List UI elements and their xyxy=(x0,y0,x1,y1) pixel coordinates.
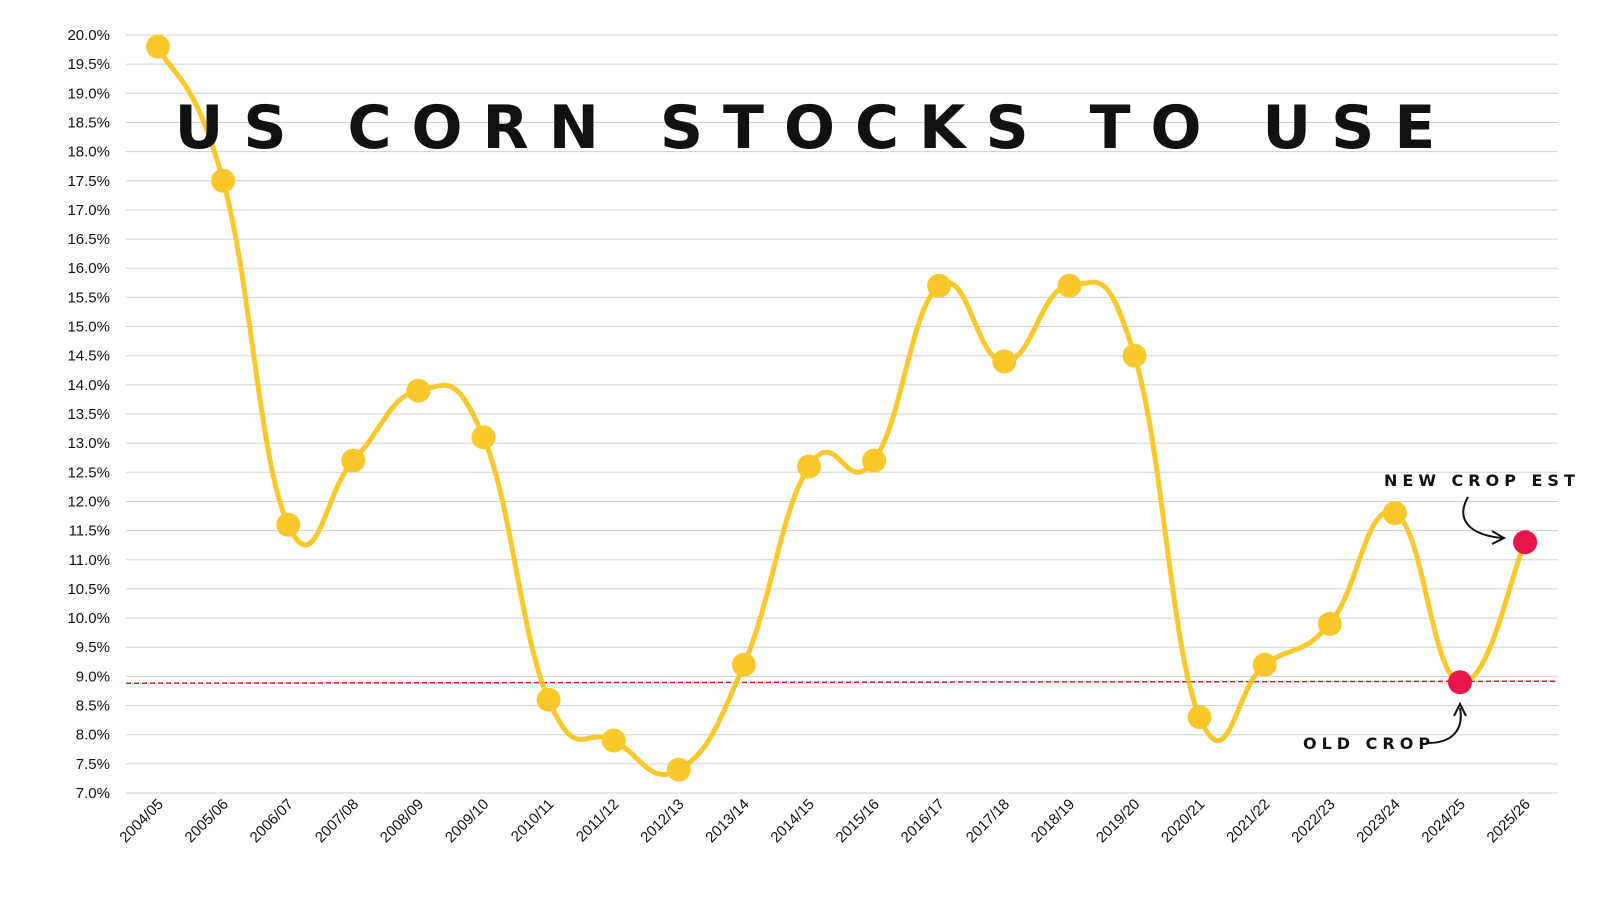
y-tick-label: 8.5% xyxy=(76,698,110,715)
data-point xyxy=(601,728,626,753)
y-tick-label: 7.0% xyxy=(76,785,110,802)
points-layer xyxy=(146,34,1538,782)
x-tick-label: 2020/21 xyxy=(1158,796,1208,846)
y-tick-label: 9.5% xyxy=(76,639,110,656)
data-point xyxy=(992,349,1017,374)
y-tick-label: 17.5% xyxy=(67,173,110,190)
y-tick-label: 16.5% xyxy=(67,231,110,248)
y-tick-label: 13.5% xyxy=(67,406,110,423)
y-axis-ticks: 7.0% 7.5% 8.0% 8.5% 9.0% 9.5% 10.0% 10.5% 11.0% 1… xyxy=(67,27,110,802)
data-point xyxy=(471,425,496,450)
x-tick-label: 2011/12 xyxy=(573,796,623,846)
annotation-new-crop-arrowhead xyxy=(1491,530,1507,545)
y-tick-label: 12.5% xyxy=(67,464,110,481)
y-tick-label: 15.5% xyxy=(67,289,110,306)
data-point xyxy=(1382,501,1407,526)
y-tick-label: 8.0% xyxy=(76,727,110,744)
data-point xyxy=(211,168,236,193)
annotation-old-crop: OLD CROP xyxy=(1303,734,1435,753)
data-point xyxy=(406,378,431,403)
data-point xyxy=(731,652,756,677)
x-tick-label: 2004/05 xyxy=(116,796,166,846)
data-point xyxy=(276,512,301,537)
data-point xyxy=(1252,652,1277,677)
x-tick-label: 2009/10 xyxy=(442,796,492,846)
y-tick-label: 10.5% xyxy=(67,581,110,598)
grid xyxy=(126,34,1558,794)
x-tick-label: 2013/14 xyxy=(702,796,752,846)
data-point xyxy=(927,273,952,298)
data-point xyxy=(1448,670,1472,695)
y-tick-label: 18.5% xyxy=(67,114,110,131)
reference-line xyxy=(125,680,1559,684)
y-tick-label: 14.0% xyxy=(67,377,110,394)
data-point xyxy=(146,34,170,59)
y-tick-label: 10.0% xyxy=(67,610,110,627)
x-tick-label: 2023/24 xyxy=(1353,796,1403,846)
x-tick-label: 2016/17 xyxy=(898,796,948,846)
x-tick-label: 2019/20 xyxy=(1093,796,1143,846)
series-line xyxy=(155,44,1528,778)
x-tick-label: 2021/22 xyxy=(1223,796,1273,846)
data-point xyxy=(341,448,366,473)
y-tick-label: 11.0% xyxy=(69,552,110,569)
y-tick-label: 7.5% xyxy=(76,756,110,773)
annotations: NEW CROP EST OLD CROP xyxy=(1303,471,1580,753)
data-point xyxy=(862,448,887,473)
data-point xyxy=(1057,273,1082,298)
series-layer xyxy=(155,44,1528,778)
y-tick-label: 18.0% xyxy=(67,144,110,161)
data-point xyxy=(1317,611,1342,636)
data-point xyxy=(797,454,821,479)
y-tick-label: 12.0% xyxy=(67,493,110,510)
y-tick-label: 17.0% xyxy=(67,202,110,219)
y-tick-label: 19.5% xyxy=(67,56,110,73)
y-tick-label: 9.0% xyxy=(76,668,110,685)
x-tick-label: 2010/11 xyxy=(508,796,558,846)
x-tick-label: 2024/25 xyxy=(1418,796,1468,846)
x-tick-label: 2007/08 xyxy=(312,796,362,846)
x-tick-label: 2025/26 xyxy=(1484,796,1534,846)
x-tick-label: 2005/06 xyxy=(182,796,232,846)
y-tick-label: 15.0% xyxy=(67,319,110,336)
x-tick-label: 2022/23 xyxy=(1288,796,1338,846)
data-point xyxy=(1187,705,1212,730)
x-tick-label: 2017/18 xyxy=(963,796,1013,846)
y-tick-label: 11.5% xyxy=(69,523,110,540)
y-tick-label: 13.0% xyxy=(67,435,110,452)
annotation-new-crop-arrow xyxy=(1462,496,1503,539)
x-tick-label: 2012/13 xyxy=(637,796,687,846)
data-point xyxy=(666,757,691,782)
data-point xyxy=(1513,530,1538,555)
annotation-old-crop-arrowhead xyxy=(1453,701,1467,717)
data-point xyxy=(1122,343,1147,368)
x-tick-label: 2006/07 xyxy=(247,796,297,846)
x-tick-label: 2014/15 xyxy=(767,796,817,846)
annotation-old-crop-arrow xyxy=(1427,707,1462,744)
chart-title: US CORN STOCKS TO USE xyxy=(175,93,1456,163)
x-tick-label: 2008/09 xyxy=(377,796,427,846)
data-point xyxy=(536,687,561,712)
y-tick-label: 19.0% xyxy=(67,85,110,102)
y-tick-label: 20.0% xyxy=(67,27,110,44)
reference-line-layer xyxy=(125,680,1559,684)
annotation-new-crop-est: NEW CROP EST xyxy=(1384,471,1580,490)
x-axis-ticks: 2004/05 2005/06 2006/07 2007/08 2008/09 2009/… xyxy=(116,796,1533,846)
x-tick-label: 2018/19 xyxy=(1028,796,1078,846)
x-tick-label: 2015/16 xyxy=(833,796,883,846)
y-tick-label: 14.5% xyxy=(67,348,110,365)
y-tick-label: 16.0% xyxy=(67,260,110,277)
